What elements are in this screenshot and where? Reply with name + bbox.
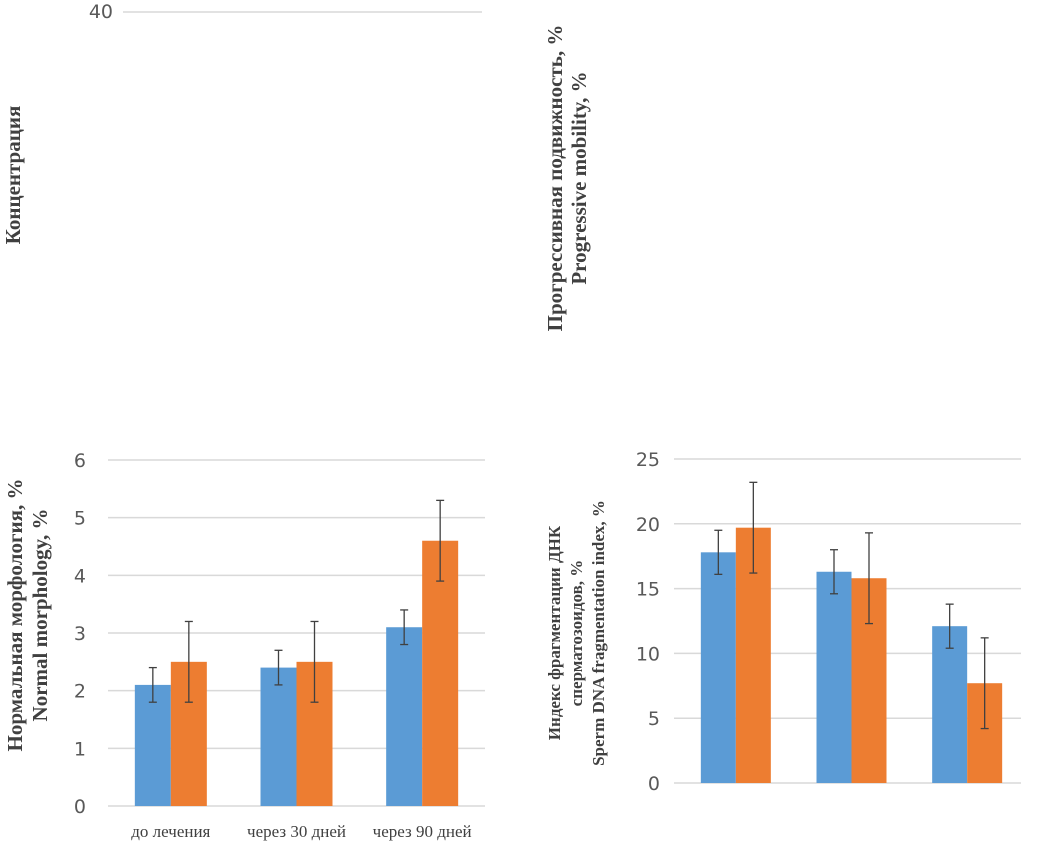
y-tick-label: 15: [636, 579, 660, 601]
y-tick-label: 5: [648, 708, 660, 730]
y-tick-label: 5: [74, 508, 86, 530]
x-category-label: до лечения: [131, 822, 210, 841]
bar-blue: [260, 667, 297, 806]
y-tick-label: 25: [636, 449, 660, 471]
y-tick-label: 4: [74, 565, 86, 587]
y-tick-label: 2: [74, 681, 86, 703]
normal-morphology-chart: Нормальная морфология, % Normal morpholo…: [3, 450, 485, 841]
y-axis-title-line-2: сперматозоидов, %: [567, 560, 586, 707]
x-category-label: через 30 дней: [247, 822, 346, 841]
y-axis-title: Концентрация: [1, 106, 25, 245]
y-tick-label: 6: [74, 450, 86, 472]
y-tick-label: 20: [636, 514, 660, 536]
y-tick-label: 3: [74, 623, 86, 645]
y-axis-title-line-3: Sperm DNA fragmentation index, %: [589, 500, 608, 766]
y-tick-label: 0: [74, 796, 86, 818]
x-category-label: через 90 дней: [373, 822, 472, 841]
bar-blue: [134, 684, 171, 806]
bar-blue: [386, 627, 423, 806]
bar-orange: [422, 540, 459, 806]
y-axis-title-line-2: Progressive mobility, %: [567, 71, 591, 284]
y-axis-title-line-2: Normal morphology, %: [28, 509, 52, 722]
progressive-mobility-chart: Прогрессивная подвижность, % Progressive…: [543, 25, 591, 332]
y-tick-label: 40: [89, 1, 113, 23]
bar-blue: [816, 571, 852, 783]
concentration-chart: 40 Концентрация: [1, 1, 482, 244]
bar-blue: [700, 552, 736, 783]
dna-fragmentation-chart: Индекс фрагментации ДНК сперматозоидов, …: [545, 449, 1021, 795]
y-axis-title-line-1: Прогрессивная подвижность, %: [543, 25, 567, 332]
y-axis-title-line-1: Нормальная морфология, %: [3, 479, 27, 752]
y-axis-title-line-1: Индекс фрагментации ДНК: [545, 525, 564, 740]
y-tick-label: 1: [74, 738, 86, 760]
y-tick-label: 10: [636, 643, 660, 665]
bar-blue: [932, 626, 968, 783]
y-tick-label: 0: [648, 773, 660, 795]
